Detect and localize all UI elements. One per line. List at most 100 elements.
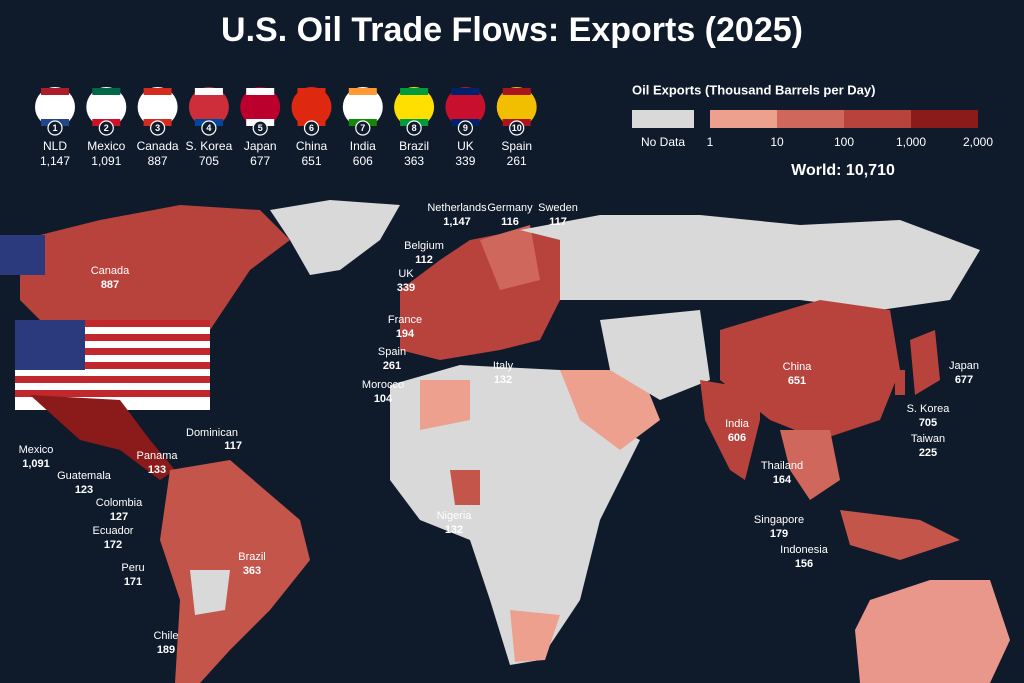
map-label-name: Spain — [378, 346, 406, 358]
flag-band — [451, 88, 480, 95]
usa-flag — [0, 235, 210, 410]
map-label-value: 179 — [770, 528, 788, 540]
country-value: 363 — [404, 154, 424, 168]
legend-tick: 2,000 — [963, 135, 993, 149]
map-label-name: Guatemala — [57, 470, 112, 482]
rank-badge — [47, 120, 63, 136]
middle-east — [560, 370, 660, 450]
map-label-name: Netherlands — [427, 202, 487, 214]
japan — [910, 330, 940, 395]
country-name: NLD — [43, 139, 67, 153]
flag-band — [143, 88, 172, 95]
rank: 1 — [52, 123, 57, 133]
map-label-name: Germany — [487, 202, 533, 214]
rank-badge — [406, 120, 422, 136]
south-africa — [510, 610, 560, 662]
legend-ticks: 1 10 100 1,000 2,000 — [707, 135, 994, 149]
map-label-value: 132 — [494, 374, 512, 386]
flag — [137, 87, 178, 127]
map-label-value: 705 — [919, 417, 937, 429]
mexico — [30, 395, 175, 480]
map-label-name: Thailand — [761, 460, 803, 472]
map-label-name: Dominican — [186, 427, 238, 439]
legend-swatch — [911, 110, 978, 128]
rank-badge — [150, 120, 166, 136]
rank: 2 — [104, 123, 109, 133]
map-label-value: 1,091 — [22, 458, 50, 470]
map-label-value: 132 — [445, 524, 463, 536]
map-label-value: 887 — [101, 279, 119, 291]
map-label-value: 677 — [955, 374, 973, 386]
legend-tick: 10 — [770, 135, 784, 149]
map-label-value: 112 — [415, 254, 433, 266]
country-name: India — [350, 139, 376, 153]
rank-badge — [201, 120, 217, 136]
map-label-value: 225 — [919, 447, 937, 459]
country-value: 651 — [301, 154, 321, 168]
rank-badge — [252, 120, 268, 136]
map-label-name: Nigeria — [437, 510, 473, 522]
country-name: China — [296, 139, 328, 153]
map-label-name: Morocco — [362, 379, 404, 391]
india — [700, 380, 760, 480]
country-name: UK — [457, 139, 474, 153]
map-label-value: 104 — [374, 393, 393, 405]
map-label-value: 339 — [397, 282, 415, 294]
country-name: Spain — [501, 139, 532, 153]
canada — [20, 205, 290, 330]
map-label-value: 133 — [148, 464, 166, 476]
flag — [496, 87, 537, 127]
flag — [86, 87, 127, 127]
flag-band — [92, 88, 121, 95]
flag-band — [297, 88, 326, 95]
flag-band — [348, 88, 377, 95]
rank-badge — [355, 120, 371, 136]
rank: 5 — [258, 123, 263, 133]
rank-badge — [457, 120, 473, 136]
map-label-name: Peru — [121, 562, 144, 574]
scandinavia — [480, 225, 540, 290]
map-label-name: Sweden — [538, 202, 578, 214]
country-value: 677 — [250, 154, 270, 168]
china — [720, 300, 900, 440]
map-label-name: Japan — [949, 360, 979, 372]
legend-no-data-swatch — [632, 110, 694, 128]
map-label-name: Italy — [493, 360, 514, 372]
map-label-name: Panama — [137, 450, 179, 462]
rank: 3 — [155, 123, 160, 133]
country-value: 887 — [148, 154, 168, 168]
map-label-value: 189 — [157, 644, 175, 656]
australia — [855, 580, 1010, 683]
africa — [390, 365, 640, 665]
country-name: Brazil — [399, 139, 429, 153]
se-asia — [780, 430, 840, 500]
map-label-value: 172 — [104, 539, 122, 551]
rank: 7 — [360, 123, 365, 133]
world-total: World: 10,710 — [791, 162, 895, 179]
map-label-value: 194 — [396, 328, 415, 340]
title: U.S. Oil Trade Flows: Exports (2025) — [221, 11, 803, 49]
country-value: 339 — [455, 154, 475, 168]
map-label-name: S. Korea — [907, 403, 951, 415]
flag — [188, 87, 229, 127]
nigeria — [450, 470, 480, 505]
rank: 8 — [412, 123, 417, 133]
flag-band — [41, 88, 69, 95]
map-label-value: 363 — [243, 565, 261, 577]
legend-tick: 100 — [834, 135, 854, 149]
country-value: 705 — [199, 154, 219, 168]
legend-swatch — [777, 110, 844, 128]
rank: 10 — [512, 123, 522, 133]
legend-title: Oil Exports (Thousand Barrels per Day) — [632, 82, 875, 97]
map-label-value: 1,147 — [443, 216, 471, 228]
rank-badge — [303, 120, 320, 136]
indonesia — [840, 510, 960, 560]
map-label-name: Canada — [91, 265, 130, 277]
country-name: Mexico — [87, 139, 125, 153]
country-value: 261 — [507, 154, 527, 168]
map-label-value: 171 — [124, 576, 142, 588]
map-label-value: 127 — [110, 511, 128, 523]
rank-badge — [98, 120, 114, 136]
